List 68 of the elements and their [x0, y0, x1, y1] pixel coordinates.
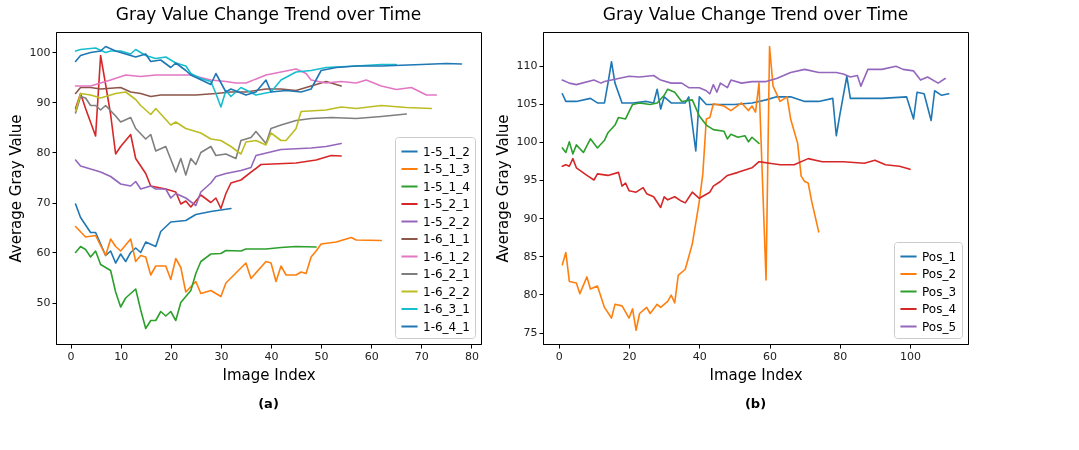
legend-label: 1-5_2_1: [423, 197, 470, 211]
y-axis-title: Average Gray Value: [493, 114, 512, 263]
y-tick-label: 80: [36, 146, 51, 159]
x-tick-label: 50: [314, 349, 329, 363]
legend-label: 1-6_4_1: [423, 319, 470, 334]
y-tick-label: 50: [36, 296, 51, 309]
text: (a): [258, 396, 279, 411]
text: (b): [744, 396, 767, 411]
y-tick-label: 100: [516, 135, 538, 149]
y-tick-label: 105: [516, 97, 538, 111]
y-tick-label: 110: [516, 59, 538, 73]
y-tick-label: 80: [523, 287, 538, 301]
line-series: [74, 203, 232, 264]
legend-label: Pos_3: [922, 284, 957, 299]
legend-label: Pos_1: [922, 249, 957, 264]
line-series: [561, 45, 820, 332]
line-series: [74, 54, 342, 210]
x-axis-title: Image Index: [222, 365, 316, 384]
x-tick-label: 60: [763, 349, 778, 363]
x-tick-label: 70: [414, 349, 429, 363]
line-series: [74, 80, 342, 98]
legend-label: 1-5_2_2: [423, 214, 470, 229]
line-series: [74, 95, 408, 176]
line-series: [74, 68, 438, 96]
x-tick-label: 20: [622, 349, 637, 363]
legend-label: 1-5_1_3: [423, 162, 470, 176]
x-tick-label: 20: [164, 349, 179, 363]
line-series: [561, 88, 760, 155]
line-series: [74, 225, 383, 298]
y-tick-label: 90: [36, 96, 51, 109]
y-tick-label: 100: [29, 46, 51, 59]
y-tick-label: 70: [36, 196, 51, 209]
line-series: [74, 245, 317, 330]
x-tick-label: 40: [264, 349, 279, 363]
legend-label: Pos_4: [922, 302, 957, 316]
legend-label: 1-6_1_2: [423, 249, 470, 264]
x-tick-label: 40: [692, 349, 707, 363]
line-series: [561, 60, 950, 152]
legend-label: 1-6_3_1: [423, 302, 470, 316]
x-axis-title: Image Index: [709, 365, 803, 384]
y-tick-label: 90: [523, 211, 538, 225]
line-series: [561, 157, 911, 209]
legend-label: 1-5_1_2: [423, 144, 470, 159]
legend-label: Pos_2: [922, 267, 957, 281]
line-series: [74, 142, 342, 207]
x-tick-label: 30: [214, 349, 229, 363]
y-tick-label: 60: [36, 246, 51, 259]
x-tick-label: 80: [833, 349, 848, 363]
x-tick-label: 60: [364, 349, 379, 363]
line-series: [74, 45, 463, 96]
legend-label: 1-6_1_1: [423, 232, 470, 246]
chart-title: Gray Value Change Trend over Time: [115, 4, 422, 24]
line-series: [561, 65, 946, 95]
x-tick-label: 0: [555, 349, 563, 363]
legend-label: 1-6_2_1: [423, 267, 470, 281]
y-tick-label: 95: [523, 173, 538, 187]
x-tick-label: 10: [114, 349, 129, 363]
legend-label: Pos_5: [922, 319, 957, 334]
y-tick-label: 75: [523, 326, 538, 340]
y-tick-label: 85: [523, 249, 538, 263]
x-tick-label: 80: [464, 349, 479, 363]
legend-label: 1-6_2_2: [423, 284, 470, 299]
line-series: [74, 47, 398, 108]
x-tick-label: 0: [67, 349, 75, 363]
y-axis-title: Average Gray Value: [6, 114, 25, 263]
x-tick-label: 100: [900, 349, 922, 363]
chart-title: Gray Value Change Trend over Time: [602, 4, 909, 24]
legend-label: 1-5_1_4: [423, 179, 470, 194]
